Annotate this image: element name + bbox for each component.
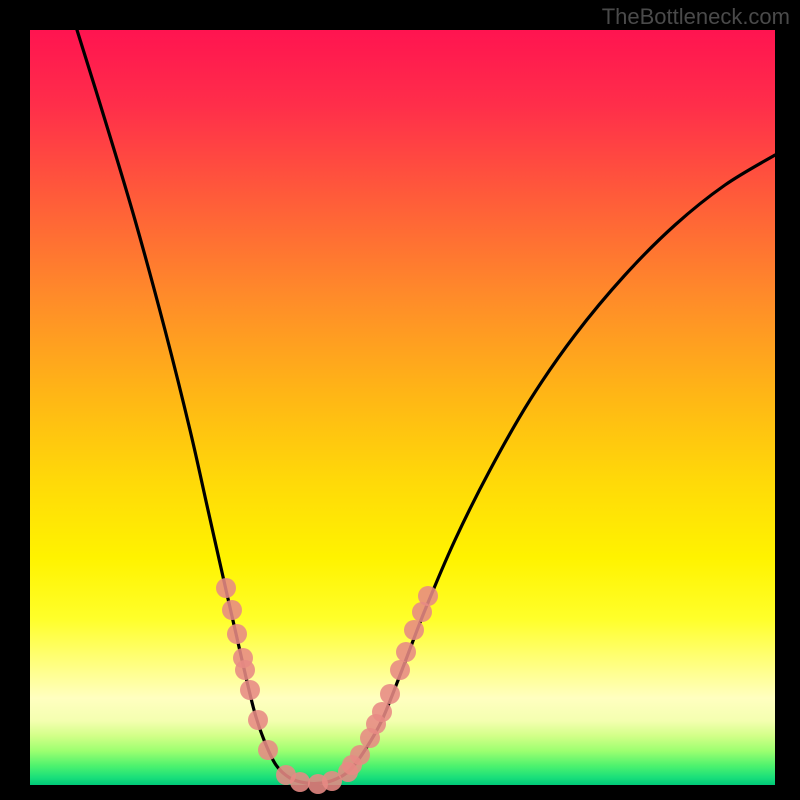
data-marker <box>418 586 438 606</box>
data-marker <box>390 660 410 680</box>
plot-area <box>30 30 775 785</box>
data-marker <box>235 660 255 680</box>
data-marker <box>396 642 416 662</box>
data-marker <box>372 702 392 722</box>
data-marker <box>258 740 278 760</box>
bottleneck-curve <box>77 30 775 784</box>
data-marker <box>380 684 400 704</box>
data-markers <box>216 578 438 794</box>
data-marker <box>290 772 310 792</box>
data-marker <box>248 710 268 730</box>
data-marker <box>350 745 370 765</box>
watermark-text: TheBottleneck.com <box>602 4 790 30</box>
data-marker <box>227 624 247 644</box>
data-marker <box>240 680 260 700</box>
data-marker <box>216 578 236 598</box>
data-marker <box>222 600 242 620</box>
chart-curve-layer <box>30 30 775 785</box>
data-marker <box>404 620 424 640</box>
